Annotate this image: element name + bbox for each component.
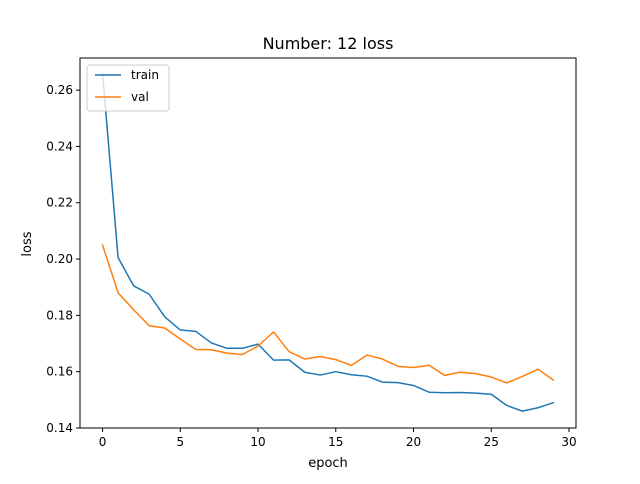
data-point-val: [412, 366, 414, 368]
data-point-val: [148, 325, 150, 327]
x-tick-label: 25: [484, 435, 499, 449]
y-tick-label: 0.24: [46, 139, 73, 153]
y-tick-label: 0.16: [46, 365, 73, 379]
y-tick-label: 0.14: [46, 421, 73, 435]
x-tick-label: 15: [328, 435, 343, 449]
data-point-val: [397, 365, 399, 367]
y-axis: 0.14 0.16 0.18 0.20 0.22 0.24 0.26: [46, 83, 80, 435]
data-point-val: [257, 345, 259, 347]
data-point-train: [443, 392, 445, 394]
data-point-train: [475, 392, 477, 394]
data-point-val: [443, 374, 445, 376]
data-point-val: [288, 350, 290, 352]
data-point-train: [241, 347, 243, 349]
data-point-train: [117, 256, 119, 258]
data-point-train: [148, 293, 150, 295]
data-point-val: [195, 348, 197, 350]
legend-label-train: train: [131, 68, 159, 82]
x-tick-label: 5: [176, 435, 184, 449]
data-point-val: [381, 358, 383, 360]
data-point-val: [350, 364, 352, 366]
data-point-val: [366, 354, 368, 356]
data-point-val: [552, 379, 554, 381]
y-tick-label: 0.26: [46, 83, 73, 97]
data-point-train: [272, 359, 274, 361]
x-tick-label: 20: [406, 435, 421, 449]
data-point-train: [303, 371, 305, 373]
x-tick-label: 10: [250, 435, 265, 449]
data-point-train: [132, 285, 134, 287]
data-point-train: [490, 393, 492, 395]
data-point-val: [226, 352, 228, 354]
data-point-train: [335, 370, 337, 372]
data-point-train: [381, 381, 383, 383]
x-tick-label: 0: [99, 435, 107, 449]
data-point-train: [412, 384, 414, 386]
y-tick-label: 0.20: [46, 252, 73, 266]
data-point-val: [459, 371, 461, 373]
data-point-train: [195, 330, 197, 332]
data-point-train: [226, 347, 228, 349]
data-point-val: [335, 358, 337, 360]
data-point-train: [428, 391, 430, 393]
series-line-train: [101, 72, 555, 412]
data-point-train: [506, 404, 508, 406]
data-point-val: [537, 368, 539, 370]
data-point-val: [101, 244, 103, 246]
legend: train val: [86, 64, 170, 112]
y-tick-label: 0.22: [46, 196, 73, 210]
legend-label-val: val: [131, 90, 149, 104]
plot-area: [101, 72, 555, 412]
data-point-val: [490, 376, 492, 378]
data-point-train: [552, 401, 554, 403]
data-point-train: [210, 342, 212, 344]
data-point-train: [537, 407, 539, 409]
legend-box: [86, 64, 170, 112]
data-point-val: [117, 292, 119, 294]
data-point-val: [210, 349, 212, 351]
x-axis: 0 5 10 15 20 25 30: [99, 428, 577, 449]
data-point-val: [428, 364, 430, 366]
y-axis-label: loss: [20, 231, 35, 256]
data-point-train: [164, 316, 166, 318]
data-point-train: [179, 329, 181, 331]
data-point-val: [241, 353, 243, 355]
data-point-val: [319, 355, 321, 357]
data-point-val: [475, 372, 477, 374]
data-point-val: [164, 327, 166, 329]
x-axis-label: epoch: [308, 456, 348, 471]
x-tick-label: 30: [561, 435, 576, 449]
data-point-train: [397, 381, 399, 383]
series-line-val: [101, 244, 555, 384]
data-point-val: [272, 331, 274, 333]
data-point-val: [179, 338, 181, 340]
data-point-train: [521, 410, 523, 412]
data-point-train: [459, 391, 461, 393]
data-point-val: [506, 382, 508, 384]
data-point-train: [350, 374, 352, 376]
data-point-val: [132, 309, 134, 311]
data-point-train: [366, 375, 368, 377]
data-point-train: [288, 359, 290, 361]
chart-title: Number: 12 loss: [263, 34, 394, 53]
y-tick-label: 0.18: [46, 308, 73, 322]
data-point-train: [319, 374, 321, 376]
axes-frame: [79, 57, 577, 429]
data-point-val: [521, 375, 523, 377]
data-point-val: [303, 358, 305, 360]
